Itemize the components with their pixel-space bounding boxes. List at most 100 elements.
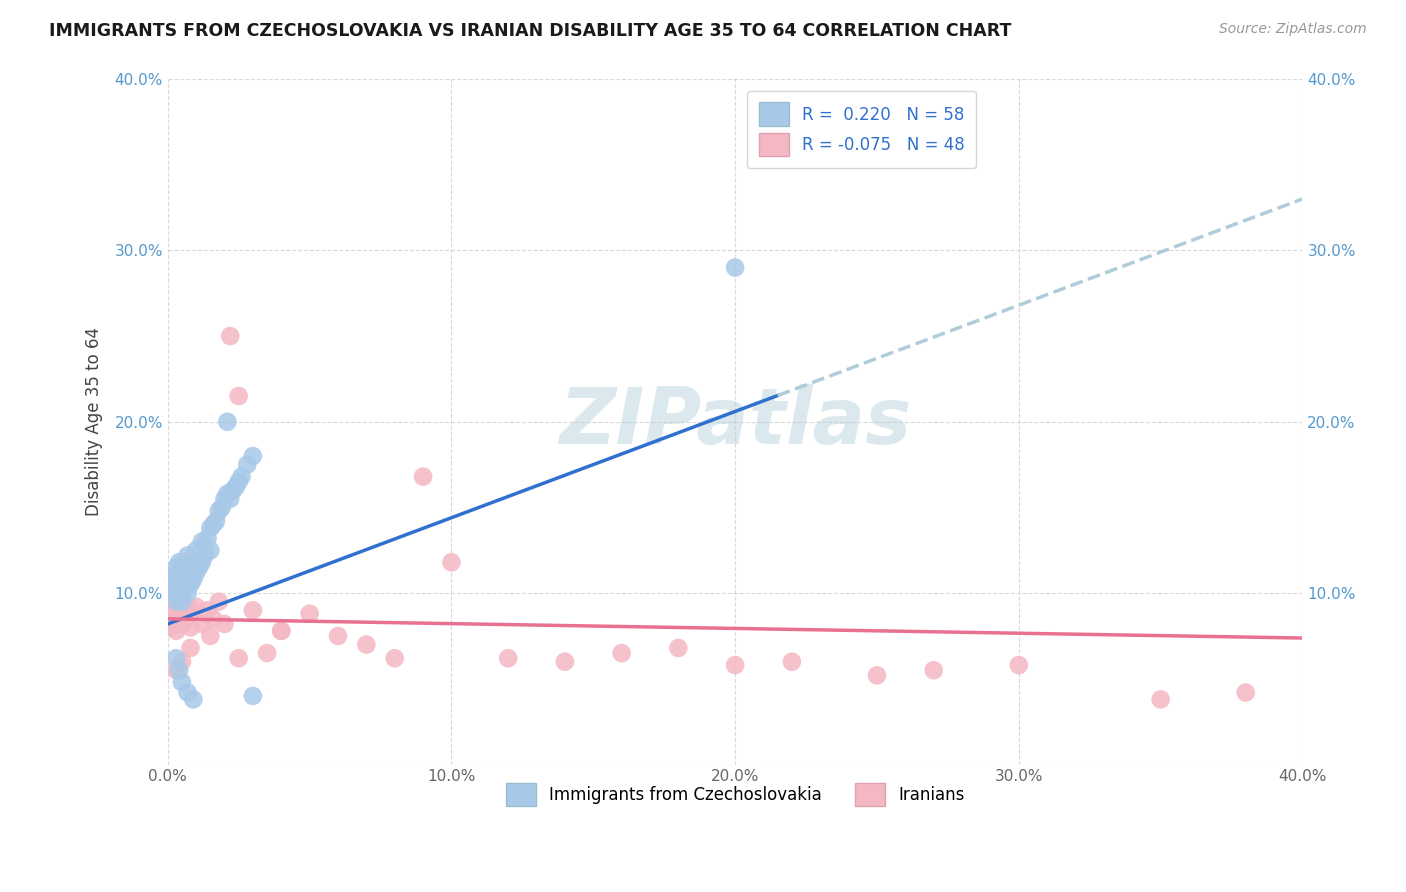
Point bbox=[205, 514, 228, 528]
Point bbox=[1149, 692, 1171, 706]
Point bbox=[176, 549, 198, 563]
Point bbox=[165, 595, 187, 609]
Point bbox=[242, 449, 264, 463]
Legend: Immigrants from Czechoslovakia, Iranians: Immigrants from Czechoslovakia, Iranians bbox=[498, 774, 973, 814]
Point bbox=[228, 651, 250, 665]
Point bbox=[724, 260, 747, 275]
Text: IMMIGRANTS FROM CZECHOSLOVAKIA VS IRANIAN DISABILITY AGE 35 TO 64 CORRELATION CH: IMMIGRANTS FROM CZECHOSLOVAKIA VS IRANIA… bbox=[49, 22, 1011, 40]
Point bbox=[167, 566, 190, 580]
Point bbox=[197, 603, 219, 617]
Point bbox=[1234, 685, 1257, 699]
Point bbox=[186, 566, 208, 580]
Point bbox=[165, 624, 187, 638]
Point bbox=[181, 560, 204, 574]
Point bbox=[167, 590, 190, 604]
Point bbox=[173, 577, 195, 591]
Point bbox=[179, 569, 201, 583]
Point bbox=[270, 624, 292, 638]
Text: ZIPatlas: ZIPatlas bbox=[560, 384, 911, 459]
Point bbox=[219, 491, 242, 506]
Point bbox=[170, 560, 193, 574]
Point bbox=[217, 487, 239, 501]
Point bbox=[176, 573, 198, 587]
Point bbox=[214, 491, 236, 506]
Point bbox=[162, 595, 184, 609]
Point bbox=[176, 599, 198, 614]
Point bbox=[202, 612, 225, 626]
Point bbox=[356, 638, 378, 652]
Point bbox=[179, 640, 201, 655]
Point bbox=[554, 655, 576, 669]
Point bbox=[211, 500, 233, 515]
Point bbox=[219, 329, 242, 343]
Point bbox=[179, 577, 201, 591]
Point bbox=[191, 555, 214, 569]
Point bbox=[326, 629, 349, 643]
Point bbox=[208, 595, 231, 609]
Point bbox=[170, 617, 193, 632]
Y-axis label: Disability Age 35 to 64: Disability Age 35 to 64 bbox=[86, 327, 103, 516]
Point bbox=[191, 534, 214, 549]
Point bbox=[181, 607, 204, 621]
Point bbox=[200, 629, 222, 643]
Point bbox=[167, 577, 190, 591]
Point bbox=[222, 483, 245, 498]
Point bbox=[440, 555, 463, 569]
Point bbox=[298, 607, 321, 621]
Point bbox=[200, 521, 222, 535]
Point bbox=[165, 603, 187, 617]
Point bbox=[176, 685, 198, 699]
Point bbox=[1008, 658, 1031, 673]
Point bbox=[179, 555, 201, 569]
Point bbox=[176, 586, 198, 600]
Point bbox=[666, 640, 689, 655]
Point bbox=[181, 692, 204, 706]
Point bbox=[167, 663, 190, 677]
Point bbox=[236, 458, 259, 472]
Point bbox=[202, 517, 225, 532]
Point bbox=[170, 655, 193, 669]
Point bbox=[186, 543, 208, 558]
Text: Source: ZipAtlas.com: Source: ZipAtlas.com bbox=[1219, 22, 1367, 37]
Point bbox=[780, 655, 803, 669]
Point bbox=[214, 617, 236, 632]
Point bbox=[162, 577, 184, 591]
Point bbox=[173, 566, 195, 580]
Point bbox=[242, 689, 264, 703]
Point bbox=[217, 415, 239, 429]
Point bbox=[165, 573, 187, 587]
Point bbox=[200, 543, 222, 558]
Point bbox=[159, 607, 181, 621]
Point bbox=[167, 555, 190, 569]
Point bbox=[186, 555, 208, 569]
Point bbox=[181, 573, 204, 587]
Point bbox=[170, 595, 193, 609]
Point bbox=[197, 531, 219, 545]
Point bbox=[191, 617, 214, 632]
Point bbox=[228, 475, 250, 489]
Point bbox=[610, 646, 633, 660]
Point bbox=[256, 646, 278, 660]
Point bbox=[194, 549, 217, 563]
Point bbox=[159, 620, 181, 634]
Point bbox=[866, 668, 889, 682]
Point bbox=[167, 599, 190, 614]
Point bbox=[194, 538, 217, 552]
Point bbox=[186, 599, 208, 614]
Point bbox=[162, 569, 184, 583]
Point bbox=[496, 651, 519, 665]
Point bbox=[231, 469, 253, 483]
Point bbox=[270, 624, 292, 638]
Point bbox=[165, 560, 187, 574]
Point bbox=[165, 651, 187, 665]
Point bbox=[188, 552, 211, 566]
Point bbox=[188, 560, 211, 574]
Point bbox=[208, 504, 231, 518]
Point bbox=[724, 658, 747, 673]
Point bbox=[170, 586, 193, 600]
Point bbox=[384, 651, 406, 665]
Point bbox=[242, 603, 264, 617]
Point bbox=[922, 663, 945, 677]
Point bbox=[412, 469, 434, 483]
Point bbox=[170, 675, 193, 690]
